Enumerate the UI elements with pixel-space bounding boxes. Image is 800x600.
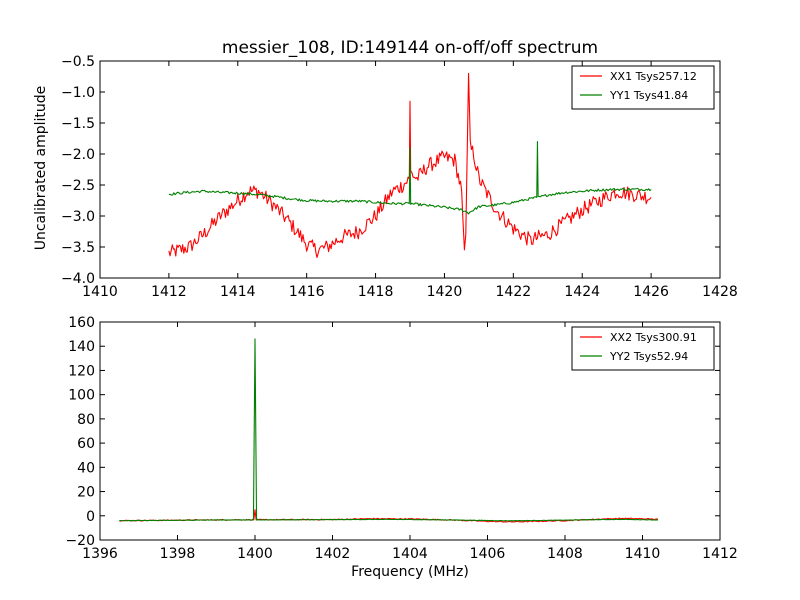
y-tick-label: −0.5	[61, 54, 95, 70]
legend: XX2 Tsys300.91 YY2 Tsys52.94	[571, 326, 715, 371]
x-tick-label: 1408	[547, 546, 583, 562]
x-tick-label: 1396	[82, 546, 118, 562]
x-tick-label: 1424	[564, 284, 600, 300]
legend: XX1 Tsys257.12 YY1 Tsys41.84	[571, 65, 715, 110]
y-tick-label: −1.0	[61, 85, 95, 101]
y-tick-label: 100	[68, 388, 95, 404]
y-tick-label: 120	[68, 363, 95, 379]
x-tick-label: 1428	[702, 284, 738, 300]
x-tick-label: 1418	[358, 284, 394, 300]
chart-title: messier_108, ID:149144 on-off/off spectr…	[222, 38, 598, 58]
y-tick-label: −4.0	[61, 271, 95, 287]
series-group	[119, 338, 659, 523]
bottom-panel: 1396 1398 1400 1402 1404 1406 1408 1410 1412 −20 0…	[65, 315, 737, 562]
y-tick-label: −20	[65, 533, 95, 549]
x-tick-label: 1422	[496, 284, 532, 300]
y-tick-label: −2.5	[61, 178, 95, 194]
x-tick-label: 1412	[151, 284, 187, 300]
y-tick-label: −3.5	[61, 240, 95, 256]
x-axis-label: Frequency (MHz)	[351, 564, 469, 580]
legend-label: XX1 Tsys257.12	[610, 70, 697, 83]
x-tick-label: 1406	[470, 546, 506, 562]
x-tick-label: 1414	[220, 284, 256, 300]
x-tick-label: 1420	[427, 284, 463, 300]
top-panel: 1410 1412 1414 1416 1418 1420 1422 1424 1426 1428…	[61, 54, 738, 300]
y-tick-label: 40	[77, 460, 95, 476]
x-tick-label: 1416	[289, 284, 325, 300]
x-tick-label: 1410	[82, 284, 118, 300]
y-tick-label: 160	[68, 315, 95, 331]
x-tick-label: 1398	[160, 546, 196, 562]
y-tick-label: −1.5	[61, 116, 95, 132]
y-tick-label: 20	[77, 485, 95, 501]
legend-box	[571, 65, 715, 110]
legend-label: XX2 Tsys300.91	[610, 331, 697, 344]
legend-label: YY1 Tsys41.84	[609, 89, 688, 102]
y-tick-label: −2.0	[61, 147, 95, 163]
y-tick-label: 0	[86, 509, 95, 525]
x-tick-label: 1400	[237, 546, 273, 562]
series-line-yy1-tsys41-84	[168, 141, 652, 215]
x-tick-label: 1402	[315, 546, 351, 562]
y-axis-label: Uncalibrated amplitude	[33, 86, 49, 251]
axes-frame	[99, 60, 721, 279]
x-tick-label: 1410	[625, 546, 661, 562]
y-tick-label: 140	[68, 339, 95, 355]
x-tick-label: 1426	[633, 284, 669, 300]
series-line-yy2-tsys52-94	[119, 338, 659, 522]
x-tick-label: 1412	[702, 546, 738, 562]
y-tick-label: 60	[77, 436, 95, 452]
y-tick-label: 80	[77, 412, 95, 428]
legend-label: YY2 Tsys52.94	[609, 350, 688, 363]
legend-box	[571, 326, 715, 371]
y-tick-label: −3.0	[61, 209, 95, 225]
series-group	[168, 72, 652, 259]
x-tick-label: 1404	[392, 546, 428, 562]
